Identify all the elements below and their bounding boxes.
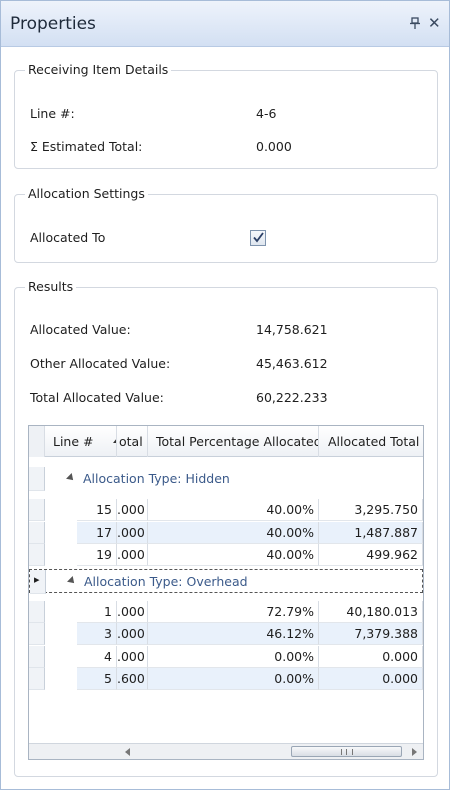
group-row[interactable]: ▸ Allocation Type: Overhead [29,568,423,594]
cell-total[interactable]: .000 [117,645,148,668]
cell-line[interactable]: 1 [77,600,117,623]
row-cells: 3.000 46.12% 7,379.388 [77,623,423,645]
column-header-total-percentage-allocated[interactable]: Total Percentage Allocated [148,426,319,457]
row-selector[interactable]: ▸ [30,569,46,594]
line-number-value: 4-6 [256,106,277,121]
group-label: Allocation Type: Overhead [84,573,248,589]
table-row[interactable]: 3.000 46.12% 7,379.388 [29,623,423,645]
allocated-to-checkbox[interactable] [250,230,266,246]
results-group: Results Allocated Value: 14,758.621 Othe… [14,279,438,777]
total-allocated-value: 60,222.233 [256,390,328,405]
table-row[interactable]: 1.000 72.79% 40,180.013 [29,600,423,623]
collapse-group-icon[interactable] [66,473,76,483]
collapse-group-icon[interactable] [67,575,77,586]
table-row[interactable]: 17.000 40.00% 1,487.887 [29,521,423,544]
group-label: Allocation Type: Hidden [83,471,230,486]
line-number-label: Line #: [30,106,75,121]
column-header-allocated-total[interactable]: Allocated Total [328,434,420,449]
cell-pct[interactable]: 40.00% [148,544,319,566]
cell-pct[interactable]: 40.00% [148,499,319,521]
scrollbar-grip-icon [341,749,353,755]
cell-total[interactable]: .000 [117,600,148,623]
row-selector[interactable] [29,623,45,645]
cell-total[interactable]: .000 [117,544,148,566]
header-selector-cell [29,426,45,457]
row-cells: 5.600 0.00% 0.000 [77,668,423,690]
cell-alloc[interactable]: 0.000 [319,668,423,690]
row-cells: 19.000 40.00% 499.962 [77,544,423,566]
other-allocated-value-label: Other Allocated Value: [30,356,171,371]
close-icon[interactable]: ✕ [428,14,441,32]
pin-icon[interactable] [410,17,420,32]
cell-line[interactable]: 3 [77,623,117,645]
column-header-total[interactable]: otal [117,426,148,457]
column-header-line-number[interactable]: Line # [45,426,117,457]
total-allocated-value-label: Total Allocated Value: [30,390,164,405]
estimated-total-label: Σ Estimated Total: [30,139,143,154]
cell-pct[interactable]: 0.00% [148,668,319,690]
cell-line[interactable]: 4 [77,645,117,668]
table-row[interactable]: 4.000 0.00% 0.000 [29,645,423,668]
row-selector[interactable] [29,600,45,623]
cell-line[interactable]: 19 [77,544,117,566]
cell-pct[interactable]: 72.79% [148,600,319,623]
table-row[interactable]: 19.000 40.00% 499.962 [29,544,423,566]
allocated-value: 14,758.621 [256,322,328,337]
cell-total[interactable]: .000 [117,623,148,645]
row-selector[interactable] [29,467,45,491]
cell-line[interactable]: 15 [77,499,117,521]
row-cells: 4.000 0.00% 0.000 [77,645,423,668]
allocated-value-label: Allocated Value: [30,322,131,337]
table-row[interactable]: 5.600 0.00% 0.000 [29,668,423,690]
column-header-line-number-label: Line # [53,434,94,449]
row-cells: 17.000 40.00% 1,487.887 [77,521,423,544]
horizontal-scrollbar[interactable] [29,743,423,759]
grid-header: Line # otal Total Percentage Allocated A… [29,426,423,457]
cell-total[interactable]: .600 [117,668,148,690]
cell-line[interactable]: 5 [77,668,117,690]
row-selector[interactable] [29,544,45,566]
allocated-to-label: Allocated To [30,230,106,245]
receiving-item-details-legend: Receiving Item Details [25,62,172,77]
cell-alloc[interactable]: 1,487.887 [319,521,423,544]
allocation-grid[interactable]: Line # otal Total Percentage Allocated A… [28,425,424,760]
scroll-left-icon[interactable] [125,748,130,756]
row-selector[interactable] [29,668,45,690]
estimated-total-value: 0.000 [256,139,292,154]
allocation-settings-legend: Allocation Settings [25,186,148,201]
current-row-indicator-icon: ▸ [34,572,40,586]
panel-titlebar: Properties ✕ [1,1,449,47]
receiving-item-details-group: Receiving Item Details Line #: 4-6 Σ Est… [14,62,438,169]
group-row[interactable]: Allocation Type: Hidden [29,467,423,491]
results-legend: Results [25,279,77,294]
cell-alloc[interactable]: 40,180.013 [319,600,423,623]
table-row[interactable]: 15.000 40.00% 3,295.750 [29,499,423,521]
cell-line[interactable]: 17 [77,521,117,544]
row-cells: 15.000 40.00% 3,295.750 [77,499,423,521]
other-allocated-value: 45,463.612 [256,356,328,371]
checkmark-icon [253,232,264,243]
row-selector[interactable] [29,499,45,521]
cell-pct[interactable]: 40.00% [148,521,319,544]
cell-total[interactable]: .000 [117,499,148,521]
cell-pct[interactable]: 0.00% [148,645,319,668]
scroll-right-icon[interactable] [412,748,417,756]
cell-total[interactable]: .000 [117,521,148,544]
panel-title: Properties [10,14,96,34]
cell-alloc[interactable]: 0.000 [319,645,423,668]
row-cells: 1.000 72.79% 40,180.013 [77,600,423,623]
cell-alloc[interactable]: 499.962 [319,544,423,566]
scrollbar-thumb[interactable] [291,746,402,757]
cell-alloc[interactable]: 3,295.750 [319,499,423,521]
row-selector[interactable] [29,521,45,544]
cell-alloc[interactable]: 7,379.388 [319,623,423,645]
cell-pct[interactable]: 46.12% [148,623,319,645]
row-selector[interactable] [29,645,45,668]
allocation-settings-group: Allocation Settings Allocated To [14,186,438,263]
sort-ascending-icon [113,438,116,443]
